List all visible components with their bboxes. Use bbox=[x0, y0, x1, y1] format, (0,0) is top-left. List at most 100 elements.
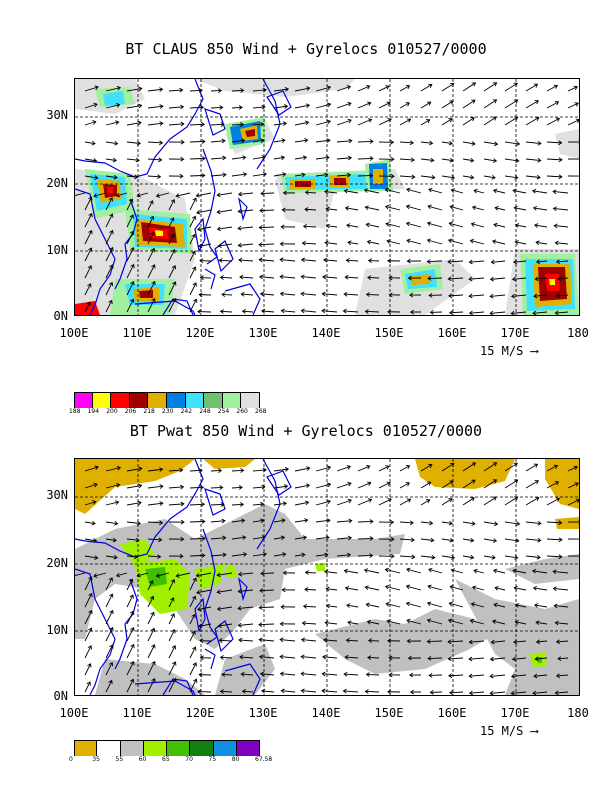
wind-vector-head bbox=[220, 502, 225, 507]
wind-vector-head bbox=[492, 568, 498, 574]
wind-vector-head bbox=[515, 158, 520, 163]
wind-vector-head bbox=[490, 639, 495, 645]
wind-vector-head bbox=[535, 620, 540, 626]
wind-vector bbox=[366, 223, 380, 228]
wind-vector-head bbox=[558, 174, 563, 180]
wind-vector-head bbox=[426, 618, 432, 624]
wind-vector-head bbox=[237, 242, 242, 248]
x-tick-160e: 160E bbox=[437, 706, 467, 720]
wind-vector bbox=[399, 85, 410, 92]
wind-vector-head bbox=[216, 209, 221, 215]
wind-vector-head bbox=[535, 259, 541, 265]
wind-vector bbox=[546, 521, 562, 524]
colorbar-swatch bbox=[74, 393, 93, 408]
wind-vector bbox=[168, 486, 184, 489]
wind-vector bbox=[105, 104, 120, 109]
wind-vector bbox=[210, 174, 226, 177]
wind-vector bbox=[483, 82, 497, 92]
wind-vector bbox=[386, 603, 401, 608]
pwat-map bbox=[74, 458, 580, 696]
wind-vector-head bbox=[553, 603, 558, 609]
wind-vector bbox=[84, 483, 98, 489]
wind-vector-head bbox=[222, 155, 227, 161]
wind-vector bbox=[515, 241, 527, 245]
wind-vector bbox=[490, 674, 506, 677]
wind-vector-head bbox=[326, 499, 332, 505]
wind-vector-head bbox=[261, 688, 266, 694]
wind-vector-head bbox=[261, 308, 266, 314]
wind-vector bbox=[84, 301, 91, 313]
wind-vector-head bbox=[513, 205, 518, 211]
wind-vector-head bbox=[321, 308, 326, 314]
wind-vector bbox=[301, 310, 317, 313]
colorbar-swatch bbox=[129, 393, 149, 408]
wind-vector-head bbox=[115, 500, 120, 505]
wind-vector bbox=[239, 656, 254, 659]
wind-vector-head bbox=[325, 155, 330, 161]
wind-vector-head bbox=[449, 537, 454, 543]
wind-vector bbox=[406, 188, 422, 194]
wind-vector bbox=[252, 469, 267, 472]
wind-vector bbox=[533, 674, 548, 677]
wind-vector bbox=[473, 569, 485, 574]
wind-vector bbox=[84, 158, 97, 162]
wind-vector-head bbox=[492, 82, 498, 87]
wind-vector-head bbox=[406, 498, 412, 503]
wind-vector-head bbox=[428, 83, 433, 88]
wind-vector bbox=[252, 123, 264, 126]
wind-vector bbox=[93, 572, 107, 577]
wind-vector-head bbox=[531, 188, 537, 194]
wind-vector-head bbox=[259, 671, 265, 677]
wind-vector-head bbox=[109, 229, 114, 235]
wind-vector bbox=[220, 276, 233, 279]
wind-vector bbox=[168, 298, 177, 313]
wind-vector bbox=[469, 657, 485, 660]
wind-vector bbox=[147, 596, 154, 608]
wind-vector-head bbox=[367, 498, 373, 503]
wind-vector-head bbox=[450, 555, 456, 560]
wind-vector bbox=[280, 656, 296, 659]
wind-vector-head bbox=[159, 104, 164, 109]
wind-vector bbox=[176, 192, 191, 197]
wind-vector bbox=[168, 678, 177, 693]
wind-vector bbox=[448, 260, 464, 263]
wind-vector-head bbox=[242, 155, 247, 160]
wind-vector bbox=[493, 189, 506, 194]
wind-vector bbox=[441, 175, 455, 179]
wind-vector-head bbox=[426, 221, 432, 227]
wind-vector-head bbox=[150, 627, 156, 633]
wind-vector-head bbox=[369, 139, 374, 144]
wind-vector bbox=[462, 521, 476, 525]
wind-vector bbox=[189, 554, 205, 557]
wind-vector-head bbox=[219, 485, 224, 490]
wind-vector-head bbox=[300, 308, 305, 314]
wind-vector-head bbox=[489, 690, 494, 695]
wind-vector-head bbox=[304, 207, 309, 212]
wind-vector-head bbox=[158, 537, 163, 543]
wind-vector bbox=[441, 118, 453, 126]
colorbar-label: 35 bbox=[92, 756, 100, 763]
wind-vector bbox=[469, 640, 485, 643]
wind-vector bbox=[273, 536, 285, 540]
wind-vector-head bbox=[180, 536, 185, 542]
wind-vector bbox=[168, 233, 175, 245]
wind-vector bbox=[399, 102, 410, 109]
wind-vector-head bbox=[279, 671, 284, 677]
wind-vector bbox=[252, 173, 267, 177]
reference-vector: 15 M/S ⟶ bbox=[480, 344, 538, 358]
wind-vector bbox=[326, 588, 338, 591]
x-tick-140e: 140E bbox=[311, 706, 341, 720]
wind-vector bbox=[357, 555, 373, 557]
wind-vector bbox=[294, 156, 307, 160]
x-tick-140e: 140E bbox=[311, 326, 341, 340]
wind-vector-head bbox=[405, 204, 411, 210]
wind-vector bbox=[462, 497, 475, 506]
wind-vector-head bbox=[158, 157, 163, 163]
wind-vector-head bbox=[258, 242, 263, 247]
colorbar-swatch bbox=[204, 393, 223, 408]
wind-vector-head bbox=[387, 498, 392, 503]
wind-vector bbox=[156, 192, 170, 197]
wind-vector bbox=[231, 536, 246, 540]
wind-vector-head bbox=[447, 618, 453, 624]
wind-vector-head bbox=[129, 594, 134, 599]
